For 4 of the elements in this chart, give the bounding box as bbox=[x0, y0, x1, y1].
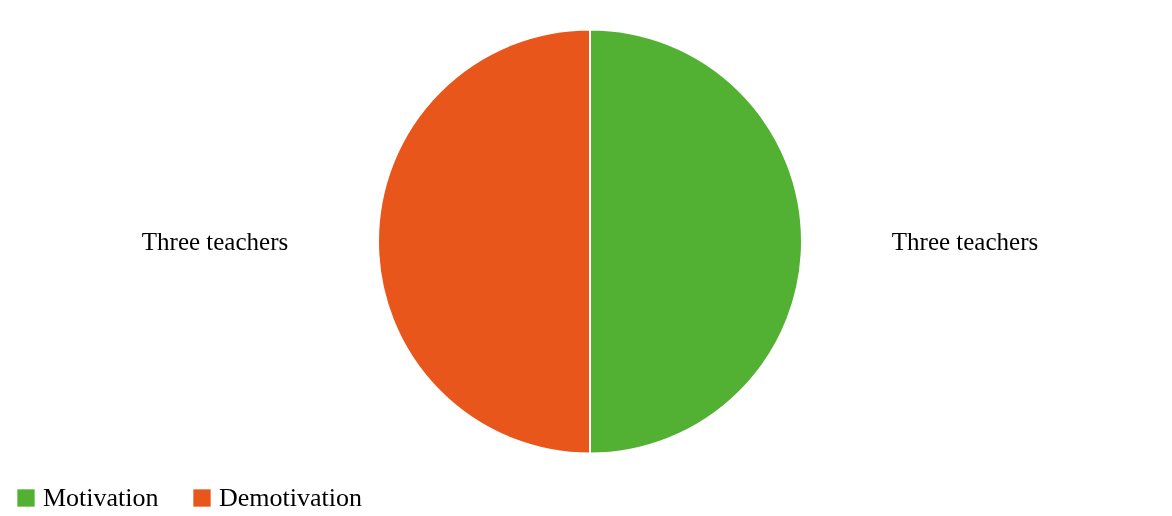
legend-label: Demotivation bbox=[219, 483, 362, 512]
legend-label: Motivation bbox=[43, 483, 159, 512]
data-label: Three teachers bbox=[141, 227, 289, 255]
data-label: Three teachers bbox=[891, 227, 1039, 255]
